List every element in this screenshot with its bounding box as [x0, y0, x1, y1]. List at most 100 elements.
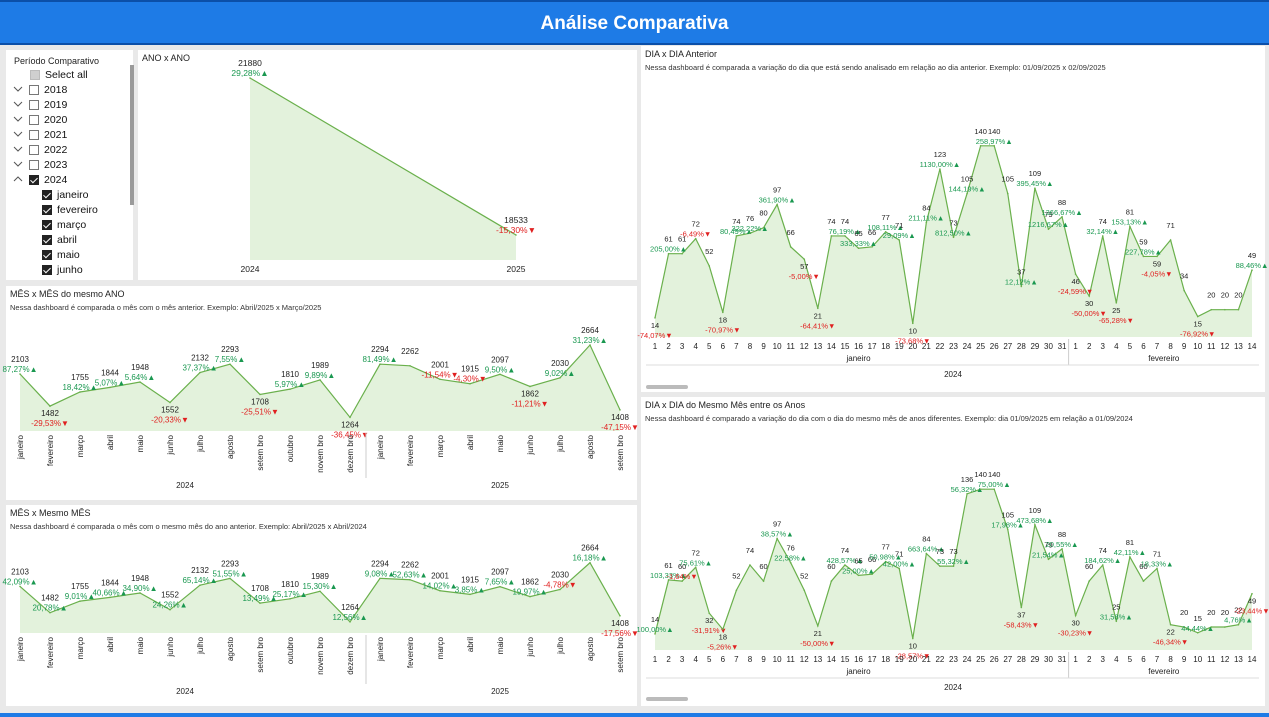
data-point	[830, 580, 833, 582]
checkbox[interactable]	[42, 220, 52, 230]
data-pct-label: 12,12%▲	[1005, 277, 1038, 286]
data-pct-label: 153,13%▲	[1111, 217, 1148, 226]
chevron-down-icon[interactable]	[13, 129, 25, 141]
data-point	[1129, 225, 1131, 228]
checkbox[interactable]	[29, 115, 39, 125]
chevron-down-icon[interactable]	[13, 114, 25, 126]
data-value-label: 52	[800, 571, 808, 580]
data-pct-label: 18,42%▲	[62, 383, 97, 392]
slicer-scrollbar[interactable]	[130, 65, 134, 205]
slicer-item-2018[interactable]: 2018	[13, 83, 67, 97]
data-point	[1196, 315, 1199, 318]
data-pct-label: 88,46%▲	[1236, 261, 1269, 270]
checkbox[interactable]	[42, 250, 52, 260]
data-point	[694, 566, 697, 569]
x-tick-label: 11	[1207, 342, 1216, 351]
chevron-down-icon[interactable]	[13, 144, 25, 156]
chevron-down-icon[interactable]	[13, 99, 25, 111]
slicer-item-2023[interactable]: 2023	[13, 158, 67, 172]
slicer-month-janeiro[interactable]: janeiro	[42, 188, 89, 202]
page-title: Análise Comparativa	[540, 13, 729, 34]
data-value-label: 2664	[581, 326, 599, 335]
data-point	[762, 580, 765, 582]
checkbox[interactable]	[29, 85, 39, 95]
slicer-month-abril[interactable]: abril	[42, 233, 77, 247]
x-tick-label: 7	[1155, 655, 1160, 664]
checkbox[interactable]	[29, 130, 39, 140]
data-point	[529, 385, 531, 388]
slicer-month-março[interactable]: março	[42, 218, 86, 232]
checkbox[interactable]	[29, 145, 39, 155]
slicer-item-2021[interactable]: 2021	[13, 128, 67, 142]
slicer-select-all[interactable]: Select all	[30, 68, 88, 82]
data-pct-label: 18,33%▲	[1141, 559, 1174, 568]
slicer-item-2019[interactable]: 2019	[13, 98, 67, 112]
slicer-month-fevereiro[interactable]: fevereiro	[42, 203, 98, 217]
x-tick-label: 4	[1114, 342, 1119, 351]
data-pct-label: -15,30%▼	[496, 225, 536, 235]
data-value-label: 74	[827, 217, 835, 226]
group-label: janeiro	[846, 667, 872, 676]
checkbox[interactable]	[42, 265, 52, 275]
checkbox[interactable]	[30, 70, 40, 80]
x-tick-label: 2	[1087, 342, 1092, 351]
slicer-item-label: 2022	[44, 144, 68, 156]
year-label: 2024	[944, 370, 962, 379]
chart-dia-x-dia: DIA x DIA Anterior Nessa dashboard é com…	[637, 46, 1268, 392]
x-tick-label: 23	[949, 342, 958, 351]
horizontal-scrollbar[interactable]	[646, 697, 688, 701]
horizontal-scrollbar[interactable]	[646, 385, 688, 389]
slicer-month-junho[interactable]: junho	[42, 263, 83, 277]
data-point	[884, 231, 887, 233]
checkbox[interactable]	[42, 235, 52, 245]
chevron-down-icon[interactable]	[13, 159, 25, 171]
x-tick-label: abril	[466, 435, 475, 450]
data-pct-label: 100,00%▲	[636, 625, 673, 634]
data-point	[681, 580, 683, 582]
data-pct-label: 1216,67%▲	[1028, 220, 1069, 229]
data-value-label: 105	[961, 175, 974, 184]
slicer-item-label: 2019	[44, 99, 68, 111]
data-value-label: 59	[1139, 237, 1147, 246]
checkbox[interactable]	[29, 100, 39, 110]
slicer-item-2024[interactable]: 2024	[13, 173, 67, 187]
data-point	[499, 585, 501, 588]
data-point	[199, 371, 201, 374]
data-point	[1047, 228, 1050, 230]
checkbox[interactable]	[42, 190, 52, 200]
x-tick-label: janeiro	[16, 636, 25, 662]
data-value-label: 1844	[101, 578, 119, 587]
chevron-down-icon[interactable]	[13, 84, 25, 96]
data-pct-label: 5,97%▲	[275, 380, 306, 389]
footer-line	[0, 713, 1269, 717]
x-tick-label: março	[436, 434, 445, 457]
checkbox[interactable]	[29, 160, 39, 170]
data-pct-label: 428,57%▲	[826, 556, 863, 565]
chevron-up-icon[interactable]	[13, 174, 25, 186]
checkbox[interactable]	[29, 175, 39, 185]
x-tick-label: 1	[653, 655, 658, 664]
data-point	[1129, 556, 1131, 558]
checkbox[interactable]	[42, 205, 52, 215]
x-tick-label: 24	[963, 342, 972, 351]
data-point	[289, 598, 291, 600]
data-point	[1251, 592, 1253, 595]
data-point	[1034, 187, 1036, 189]
x-tick-label: 12	[1220, 655, 1229, 664]
data-value-label: 2664	[581, 544, 599, 553]
data-pct-label: -11,54%▼	[421, 370, 458, 379]
data-pct-label: 12,56%▲	[332, 613, 367, 622]
data-point	[19, 585, 21, 588]
x-tick-label: 18	[881, 342, 890, 351]
data-point	[1006, 192, 1009, 195]
group-label: 2025	[491, 481, 509, 490]
x-tick-label: 2	[666, 342, 671, 351]
data-point	[499, 373, 501, 376]
slicer-item-2022[interactable]: 2022	[13, 143, 67, 157]
data-pct-label: 5,07%▲	[95, 378, 126, 387]
slicer-item-2020[interactable]: 2020	[13, 113, 67, 127]
data-pct-label: 24,26%▲	[152, 601, 187, 610]
data-value-label: 14	[651, 615, 659, 624]
slicer-month-maio[interactable]: maio	[42, 248, 80, 262]
data-value-label: 72	[692, 548, 700, 557]
